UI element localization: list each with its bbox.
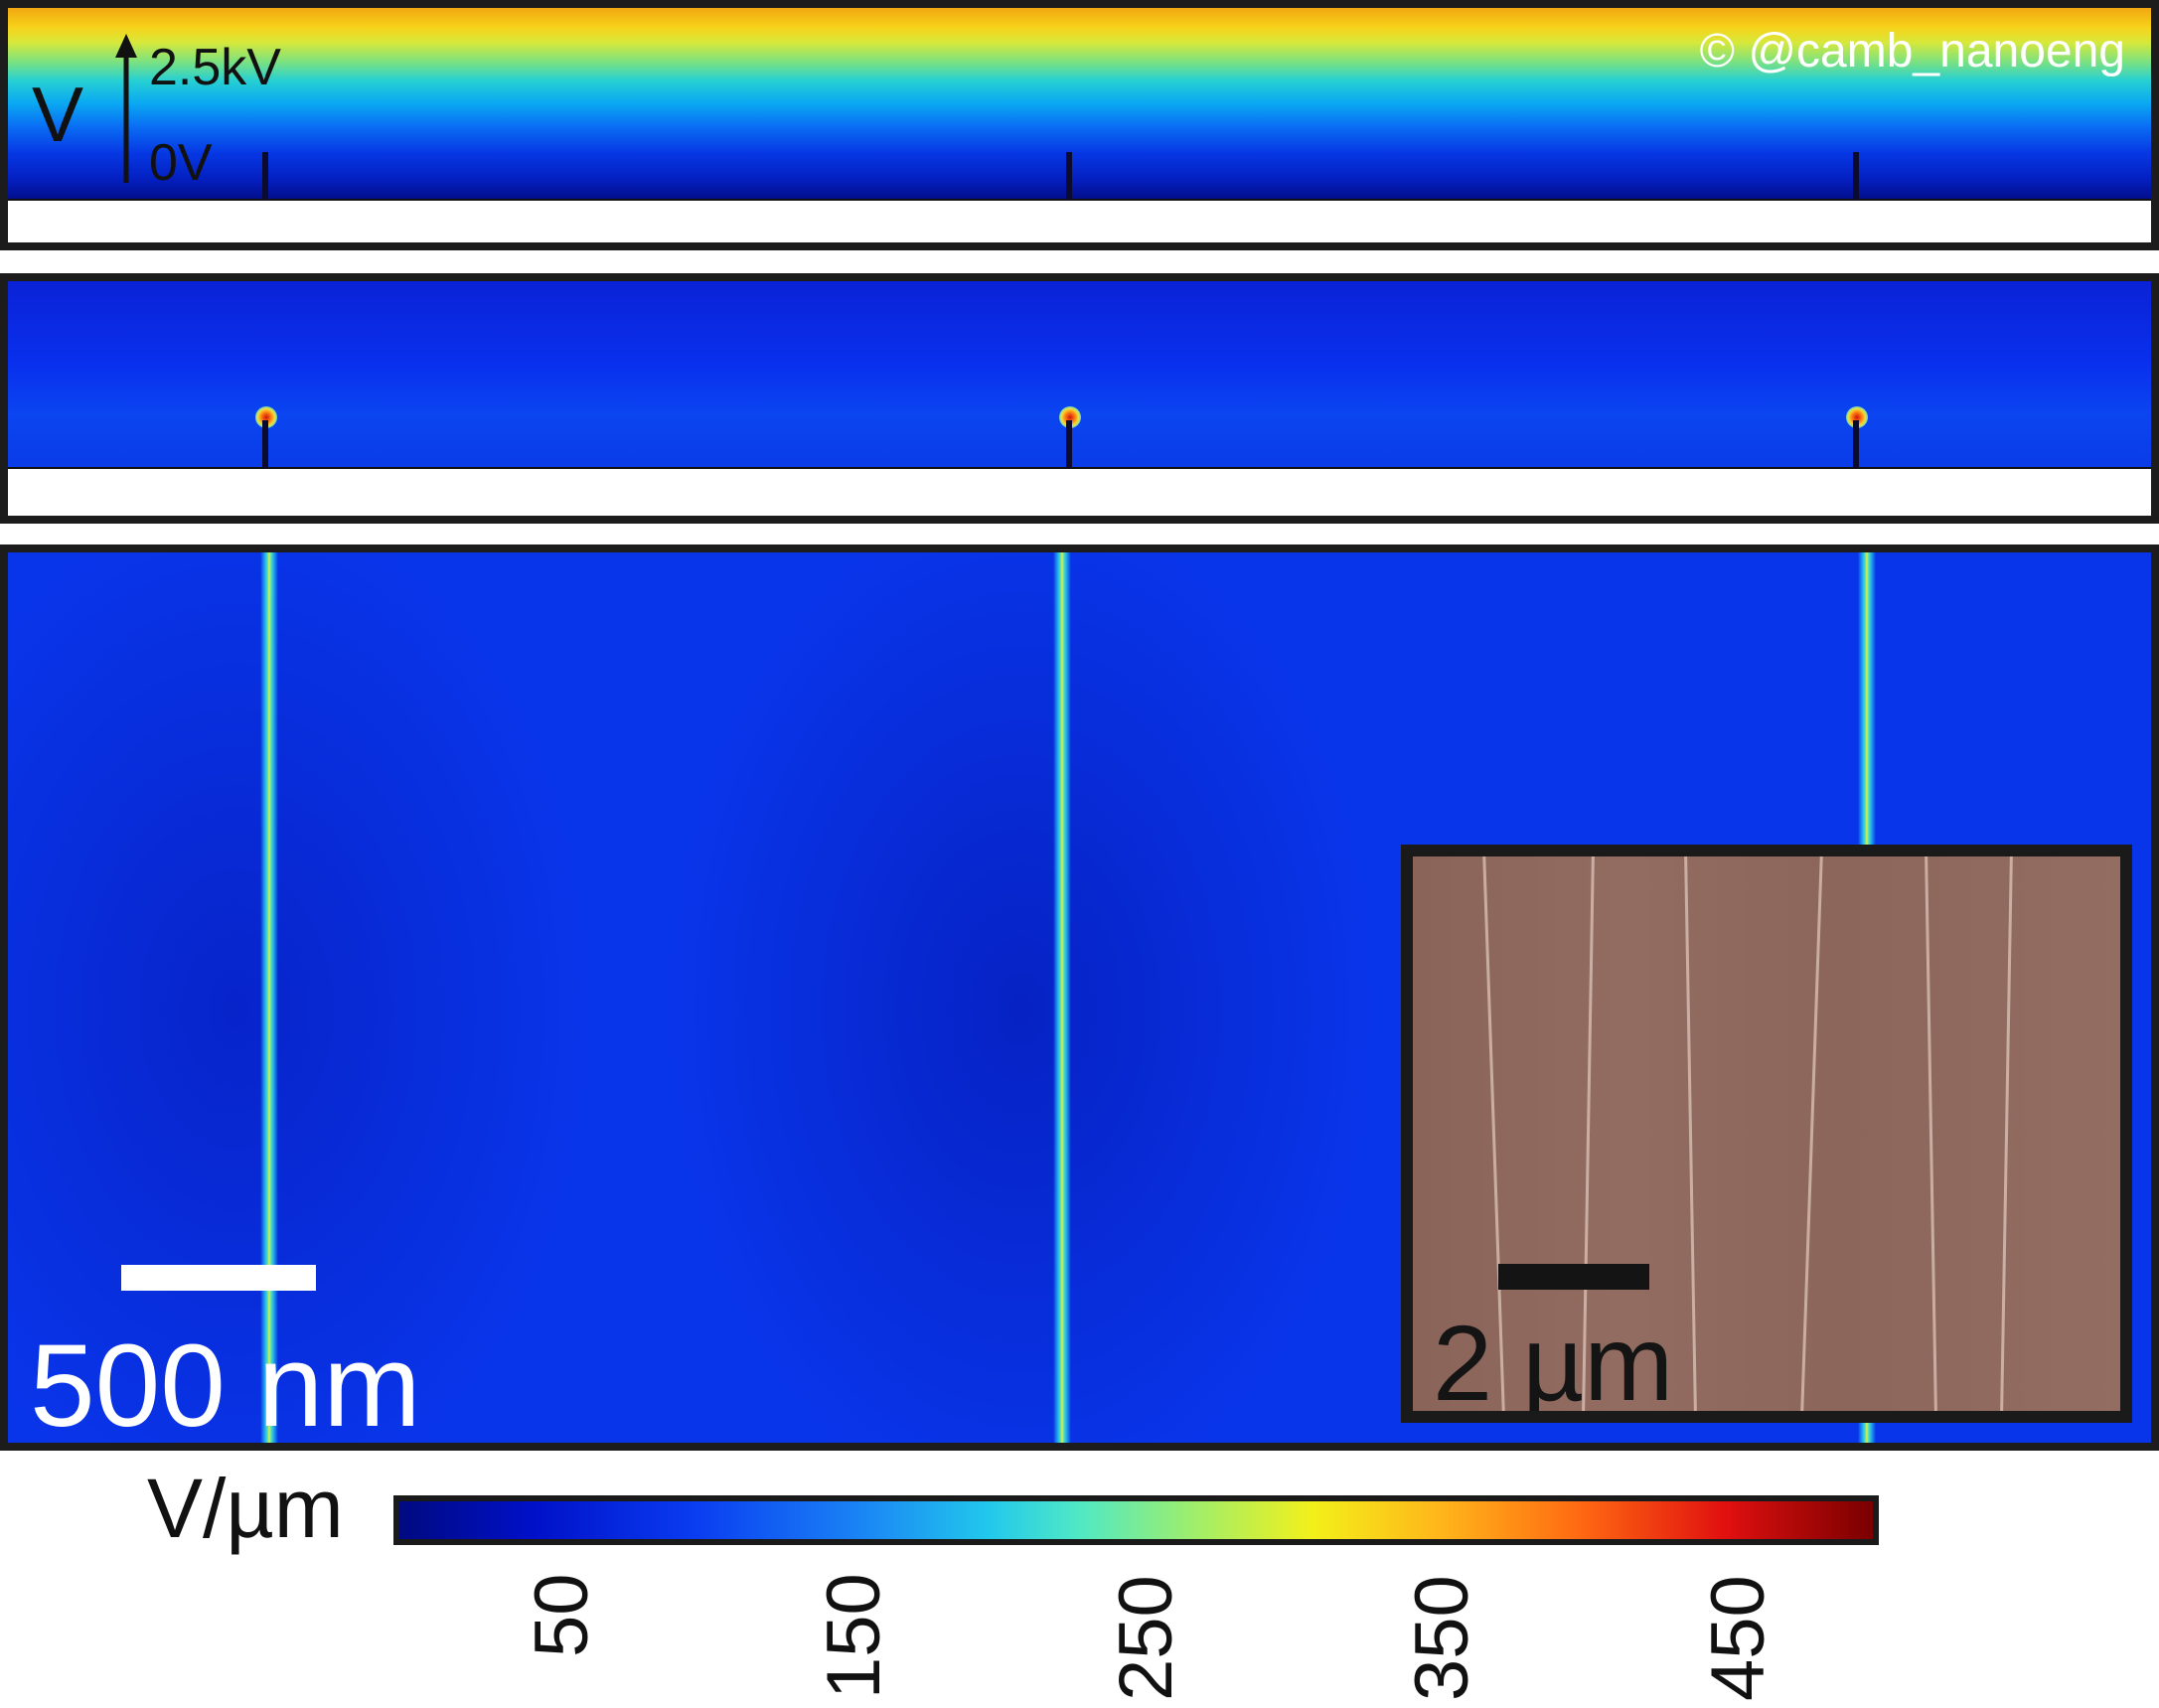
field-hotspot-3 xyxy=(1846,406,1868,428)
needle-tip-2 xyxy=(1066,152,1072,200)
field-stripe-2 xyxy=(1053,552,1071,1443)
colorbar-tick-label: 250 xyxy=(1104,1575,1188,1701)
voltage-top-label: 2.5kV xyxy=(149,39,281,96)
inset-fiber xyxy=(2000,856,2013,1411)
potential-panel: V 2.5kV 0V © @camb_nanoeng xyxy=(0,0,2159,250)
inset-fiber xyxy=(1925,856,1937,1411)
inset-scale-bar xyxy=(1498,1264,1649,1290)
colorbar-tick-label: 50 xyxy=(520,1573,604,1657)
watermark-text: © @camb_nanoeng xyxy=(1699,25,2125,78)
voltage-bottom-label: 0V xyxy=(149,134,213,192)
sem-inset-image: 2 µm xyxy=(1401,845,2132,1423)
inset-fiber xyxy=(1800,856,1823,1411)
substrate-base xyxy=(8,199,2151,242)
colorbar-tick-label: 450 xyxy=(1696,1575,1780,1701)
voltage-axis-symbol: V xyxy=(32,71,84,158)
needle-tip-6 xyxy=(1853,420,1859,468)
needle-tip-3 xyxy=(1853,152,1859,200)
potential-field-map xyxy=(8,8,2151,199)
needle-tip-5 xyxy=(1066,420,1072,468)
needle-tip-4 xyxy=(262,420,268,468)
colorbar xyxy=(393,1495,1879,1545)
inset-scale-bar-label: 2 µm xyxy=(1433,1303,1674,1423)
scale-bar xyxy=(121,1265,316,1291)
scale-bar-label: 500 nm xyxy=(30,1320,421,1451)
field-top-panel: 500 nm 2 µm xyxy=(0,544,2159,1451)
field-hotspot-1 xyxy=(255,406,277,428)
field-stripe-1 xyxy=(260,552,278,1443)
field-hotspot-2 xyxy=(1059,406,1081,428)
arrow-up-icon xyxy=(115,34,137,183)
needle-tip-1 xyxy=(262,152,268,200)
colorbar-tick-label: 350 xyxy=(1400,1575,1484,1701)
inset-fiber xyxy=(1684,856,1697,1411)
colorbar-tick-label: 150 xyxy=(812,1573,896,1699)
field-side-panel xyxy=(0,273,2159,524)
field-side-map xyxy=(8,281,2151,467)
colorbar-unit-label: V/µm xyxy=(147,1462,344,1555)
substrate-base-2 xyxy=(8,467,2151,516)
